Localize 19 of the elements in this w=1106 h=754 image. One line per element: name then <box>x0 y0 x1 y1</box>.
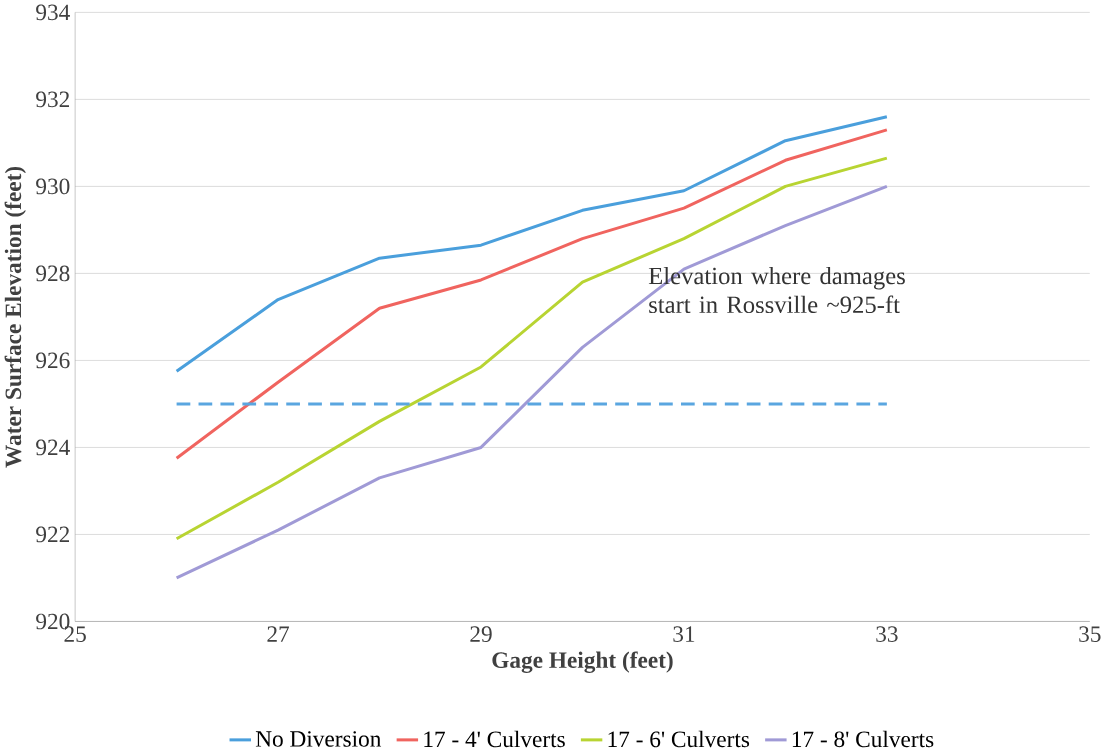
x-tick-label: 35 <box>1079 626 1101 642</box>
y-tick-label: 924 <box>36 439 70 456</box>
y-axis-title: Water Surface Elevation (feet) <box>4 166 26 468</box>
legend-label: No Diversion <box>255 730 382 747</box>
x-tick-label: 29 <box>470 626 492 642</box>
legend-label: 17 - 8' Culverts <box>792 730 934 747</box>
legend-label: 17 - 6' Culverts <box>608 730 750 747</box>
annotation: Elevation where damages start in Rossville ~925-ft <box>648 266 905 313</box>
y-tick-label: 922 <box>36 526 70 543</box>
x-tick-label: 31 <box>673 626 695 642</box>
x-axis-title: Gage Height (feet) <box>492 651 673 673</box>
y-tick-label: 934 <box>36 4 70 20</box>
y-tick-label: 928 <box>36 265 70 282</box>
x-tick-label: 33 <box>876 626 898 642</box>
legend-label: 17 - 4' Culverts <box>424 730 565 747</box>
x-tick-label: 27 <box>267 626 290 642</box>
y-tick-label: 932 <box>36 91 70 107</box>
y-tick-label: 930 <box>36 178 70 195</box>
y-tick-label: 926 <box>36 352 70 369</box>
